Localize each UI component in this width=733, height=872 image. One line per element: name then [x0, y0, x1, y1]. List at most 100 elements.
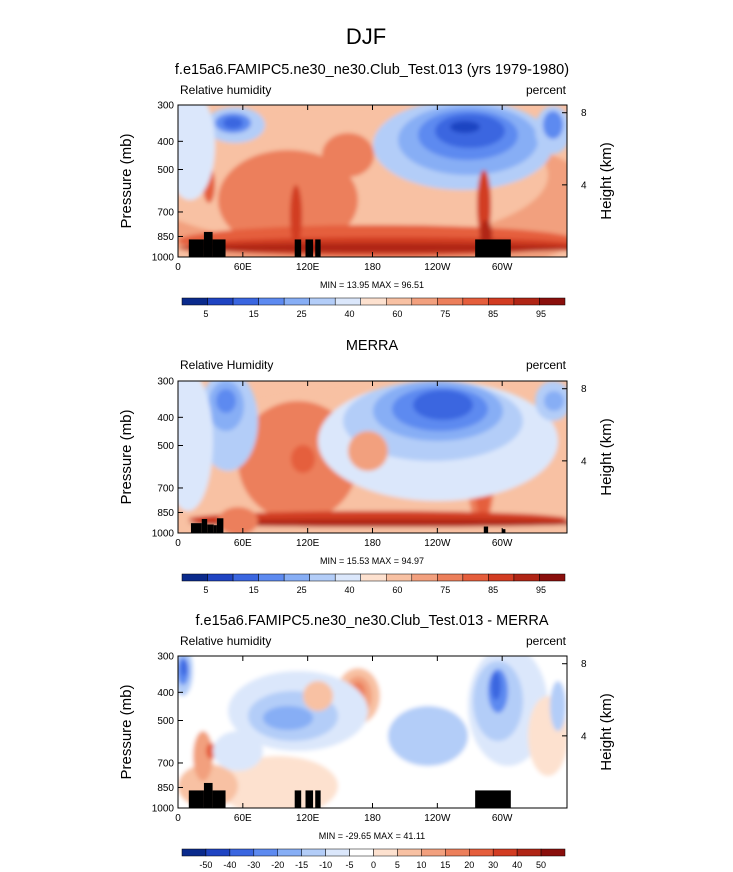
left-label: Relative Humidity [180, 358, 273, 372]
y-tick-label: 850 [157, 232, 174, 243]
contour-shade [181, 660, 187, 676]
colorbar-swatch [309, 297, 336, 306]
contour-field [178, 381, 567, 533]
contour-shade [178, 105, 215, 200]
y-tick-label: 400 [157, 688, 174, 699]
colorbar-swatch [232, 297, 259, 306]
x-tick-label: 120E [296, 262, 320, 273]
colorbar-label: 50 [536, 860, 546, 870]
terrain-block [305, 239, 314, 257]
colorbar-label: 10 [416, 860, 426, 870]
colorbar-swatch [445, 848, 470, 857]
colorbar-swatch [411, 573, 438, 582]
panel-title: f.e15a6.FAMIPC5.ne30_ne30.Club_Test.013 … [195, 613, 548, 629]
colorbar: -50 -40 -30 -20 -15 -10 -5 0 5 10 15 20 30 40 50 [181, 848, 566, 870]
y-tick-label: 850 [157, 508, 174, 519]
y-tick-label: 700 [157, 483, 174, 494]
colorbar-swatch [539, 573, 566, 582]
panel-merra: MERRA Relative Humidity percent 0 60E 120E… [118, 338, 615, 595]
terrain-block [207, 524, 214, 533]
colorbar-label: 25 [297, 309, 307, 319]
x-tick-label: 60W [492, 262, 513, 273]
x-tick-label: 180 [364, 813, 381, 824]
colorbar-swatch [283, 573, 310, 582]
colorbar-label: 85 [488, 585, 498, 595]
colorbar-swatch [360, 297, 387, 306]
colorbar-label: 95 [536, 309, 546, 319]
x-tick-label: 60E [234, 813, 252, 824]
colorbar-label: -15 [295, 860, 308, 870]
colorbar-label: -5 [346, 860, 354, 870]
contour-shade [206, 743, 216, 759]
contour-shade [178, 381, 213, 511]
axes: 0 60E 120E 180 120W 60W 300 400 500 700 850 1000 8 4 [152, 652, 587, 825]
colorbar-swatch [232, 573, 259, 582]
colorbar: 5 15 25 40 60 75 85 95 [181, 297, 566, 319]
y-tick-label: 700 [157, 758, 174, 769]
y-tick-label: 500 [157, 716, 174, 727]
colorbar-label: 15 [440, 860, 450, 870]
terrain-block [201, 518, 208, 533]
y-tick-label: 1000 [152, 804, 175, 815]
y-tick-label: 500 [157, 441, 174, 452]
terrain-block [203, 231, 213, 257]
x-tick-label: 120W [424, 262, 451, 273]
panel-title: MERRA [346, 338, 399, 354]
colorbar-label: 5 [203, 309, 208, 319]
colorbar-swatch [421, 848, 446, 857]
colorbar-label: 75 [440, 309, 450, 319]
colorbar-swatch [540, 848, 566, 857]
contour-shade [322, 133, 374, 177]
colorbar-label: 30 [488, 860, 498, 870]
right-label: percent [526, 634, 567, 648]
colorbar-swatch [258, 297, 285, 306]
contour-shade [543, 111, 563, 139]
contour-shade [388, 706, 468, 766]
colorbar-swatch [181, 573, 208, 582]
y-tick-label: 700 [157, 207, 174, 218]
contour-shade [178, 243, 567, 253]
x-tick-label: 0 [175, 538, 181, 549]
colorbar-swatch [309, 573, 336, 582]
x-tick-label: 120W [424, 538, 451, 549]
y-tick-label: 1000 [152, 529, 175, 540]
colorbar: 5 15 25 40 60 75 85 95 [181, 573, 566, 595]
y-tick-label: 400 [157, 413, 174, 424]
contour-shade [188, 519, 567, 527]
y2-axis-label: Height (km) [598, 418, 615, 496]
axes: 0 60E 120E 180 120W 60W 300 400 500 700 850 1000 8 4 [152, 377, 587, 550]
contour-shade [193, 731, 213, 781]
terrain-block [212, 790, 226, 808]
contour-shade [218, 150, 358, 250]
right-label: percent [526, 83, 567, 97]
colorbar-swatch [360, 573, 387, 582]
x-tick-label: 60E [234, 262, 252, 273]
terrain-block [188, 790, 204, 808]
y-axis-label: Pressure (mb) [118, 133, 135, 228]
colorbar-label: -30 [247, 860, 260, 870]
x-tick-label: 60E [234, 538, 252, 549]
terrain-block [502, 529, 506, 533]
y-tick-label: 500 [157, 165, 174, 176]
contour-shade [290, 185, 302, 245]
colorbar-label: 25 [297, 585, 307, 595]
colorbar-swatch [513, 573, 540, 582]
terrain-block [213, 525, 217, 533]
contour-field [178, 105, 567, 257]
contour-shade [263, 706, 313, 730]
colorbar-label: 75 [440, 585, 450, 595]
min-max-stats: MIN = 15.53 MAX = 94.97 [320, 556, 424, 566]
terrain-block [212, 239, 226, 257]
colorbar-label: -20 [271, 860, 284, 870]
terrain-block [315, 790, 321, 808]
colorbar-label: 85 [488, 309, 498, 319]
contour-shade [348, 431, 388, 471]
contour-shade [216, 389, 236, 413]
y2-tick-label: 4 [581, 456, 587, 467]
panel-model: f.e15a6.FAMIPC5.ne30_ne30.Club_Test.013 … [118, 62, 615, 319]
colorbar-swatch [488, 573, 515, 582]
colorbar-swatch [462, 573, 489, 582]
contour-shades [178, 105, 567, 257]
colorbar-label: 60 [392, 585, 402, 595]
colorbar-swatch [301, 848, 326, 857]
